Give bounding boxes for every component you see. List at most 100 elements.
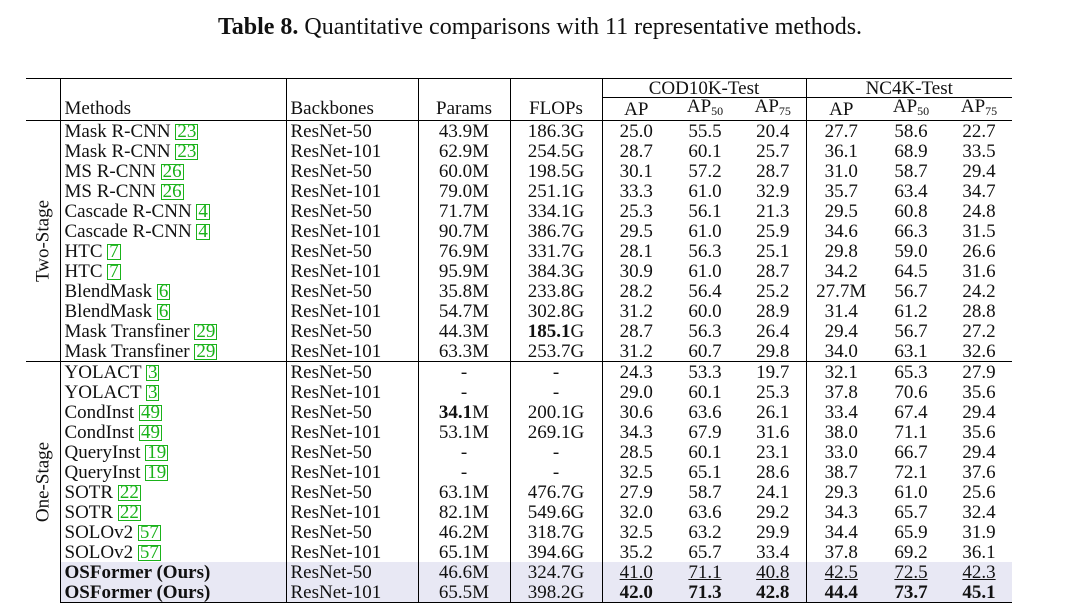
metric-cell: 24.1 — [740, 482, 807, 502]
metric-cell: 70.6 — [894, 381, 928, 403]
citation-link[interactable]: 22 — [117, 501, 141, 523]
metric-cell: 23.1 — [740, 442, 807, 462]
citation-link[interactable]: 3 — [145, 381, 160, 403]
flops-cell: - — [510, 442, 603, 462]
flops-cell: 254.5G — [510, 141, 603, 161]
params-cell: 60.0M — [418, 161, 511, 181]
metric-cell: 28.2 — [619, 280, 653, 302]
metric-cell: 41.0 — [602, 562, 670, 582]
flops-cell: 186.3G — [510, 120, 603, 141]
table-row: QueryInst 19 ResNet-101- -32.5 65.1 28.6 38.7… — [26, 462, 1012, 482]
metric-cell: 73.7 — [876, 582, 946, 603]
metric-cell: 35.7 — [824, 180, 858, 202]
citation-link[interactable]: 22 — [117, 481, 141, 503]
metric-cell: 29.0 — [619, 381, 653, 403]
citation-link[interactable]: 57 — [137, 541, 161, 563]
citation-link[interactable]: 19 — [145, 441, 169, 463]
metric-cell: 35.6 — [962, 421, 996, 443]
metric-cell: 21.3 — [740, 201, 807, 221]
citation-link[interactable]: 6 — [156, 280, 171, 302]
metric-cell: 65.7 — [894, 501, 928, 523]
metric-cell: 33.4 — [824, 401, 858, 423]
results-table: COD10K-Test NC4K-Test Methods Backbones … — [26, 78, 1012, 603]
metric-cell: 56.1 — [688, 200, 722, 222]
metric-cell: 27.7M — [816, 280, 867, 302]
citation-link[interactable]: 26 — [160, 160, 184, 182]
method-cell: QueryInst 19 — [60, 441, 287, 463]
table-row: Two-Stage Mask R-CNN 23 ResNet-50 43.9M 186.… — [26, 120, 1012, 362]
params-cell: 46.6M — [418, 562, 511, 582]
flops-cell: 398.2G — [510, 582, 603, 603]
metric-cell: 25.3 — [740, 382, 807, 402]
metric-cell: 28.7 — [619, 320, 653, 342]
backbone-cell: ResNet-101 — [286, 341, 419, 362]
params-cell: 63.3M — [418, 341, 511, 362]
method-cell: OSFormer (Ours) — [60, 562, 287, 582]
metric-cell: 24.8 — [962, 200, 996, 222]
params-header: Params — [418, 97, 511, 121]
method-cell: Cascade R-CNN 4 — [60, 220, 287, 242]
metric-cell: 33.4 — [740, 542, 807, 562]
metric-cell: 59.0 — [894, 240, 928, 262]
citation-link[interactable]: 4 — [196, 220, 210, 242]
citation-link[interactable]: 49 — [138, 401, 162, 423]
metric-cell: 63.4 — [894, 180, 928, 202]
citation-link[interactable]: 29 — [194, 340, 218, 362]
nc4k-ap50-header: AP50 — [892, 96, 930, 118]
citation-link[interactable]: 57 — [137, 521, 161, 543]
metric-cell: 63.2 — [688, 521, 722, 543]
citation-link[interactable]: 6 — [156, 300, 171, 322]
metric-cell: 29.4 — [962, 160, 996, 182]
citation-link[interactable]: 26 — [160, 180, 184, 202]
params-cell: 90.7M — [418, 221, 511, 241]
cod-ap50-header: AP50 — [686, 96, 724, 118]
backbone-cell: ResNet-50 — [286, 321, 419, 341]
method-cell: CondInst 49 — [60, 421, 287, 443]
backbone-cell: ResNet-50 — [286, 402, 419, 422]
flops-cell: 318.7G — [510, 522, 603, 542]
metric-cell: 61.0 — [894, 481, 928, 503]
citation-link[interactable]: 23 — [175, 120, 199, 142]
citation-link[interactable]: 4 — [196, 200, 210, 222]
citation-link[interactable]: 7 — [107, 240, 121, 262]
metric-cell: 68.9 — [894, 140, 928, 162]
metric-cell: 34.7 — [962, 180, 996, 202]
backbone-cell: ResNet-50 — [286, 241, 419, 261]
citation-link[interactable]: 49 — [138, 421, 162, 443]
metric-cell: 56.7 — [894, 280, 928, 302]
metric-cell: 32.5 — [619, 521, 653, 543]
backbone-cell: ResNet-50 — [286, 161, 419, 181]
metric-cell: 28.6 — [740, 462, 807, 482]
params-cell: 35.8M — [418, 281, 511, 301]
metric-cell: 27.2 — [962, 320, 996, 342]
params-cell: 82.1M — [418, 502, 511, 522]
params-cell: - — [418, 442, 511, 462]
backbone-cell: ResNet-50 — [286, 201, 419, 221]
metric-cell: 33.3 — [619, 180, 653, 202]
method-cell: Mask R-CNN 23 — [60, 120, 287, 142]
backbone-cell: ResNet-50 — [286, 120, 419, 141]
metric-cell: 29.9 — [740, 522, 807, 542]
citation-link[interactable]: 3 — [145, 361, 160, 383]
citation-link[interactable]: 29 — [194, 320, 218, 342]
table-row: Mask Transfiner 29 ResNet-50 44.3M 185.1G 28… — [26, 321, 1012, 341]
backbone-cell: ResNet-50 — [286, 482, 419, 502]
metric-cell: 60.7 — [688, 340, 722, 362]
metric-cell: 66.7 — [894, 441, 928, 463]
flops-cell: 185.1G — [510, 321, 603, 341]
metric-cell: 30.6 — [619, 401, 653, 423]
backbone-cell: ResNet-101 — [286, 221, 419, 241]
metric-cell: 61.2 — [894, 300, 928, 322]
metric-cell: 31.2 — [619, 340, 653, 362]
params-cell: 54.7M — [418, 301, 511, 321]
table-row: BlendMask 6 ResNet-101 54.7M 302.8G 31.2 60.0… — [26, 301, 1012, 321]
citation-link[interactable]: 19 — [145, 461, 169, 483]
flops-cell: 324.7G — [510, 562, 603, 582]
params-cell: 65.1M — [418, 542, 511, 562]
metric-cell: 38.7 — [824, 461, 858, 483]
citation-link[interactable]: 23 — [175, 140, 199, 162]
citation-link[interactable]: 7 — [107, 260, 121, 282]
metric-cell: 56.3 — [688, 320, 722, 342]
metric-cell: 31.5 — [962, 220, 996, 242]
flops-cell: - — [510, 361, 603, 382]
